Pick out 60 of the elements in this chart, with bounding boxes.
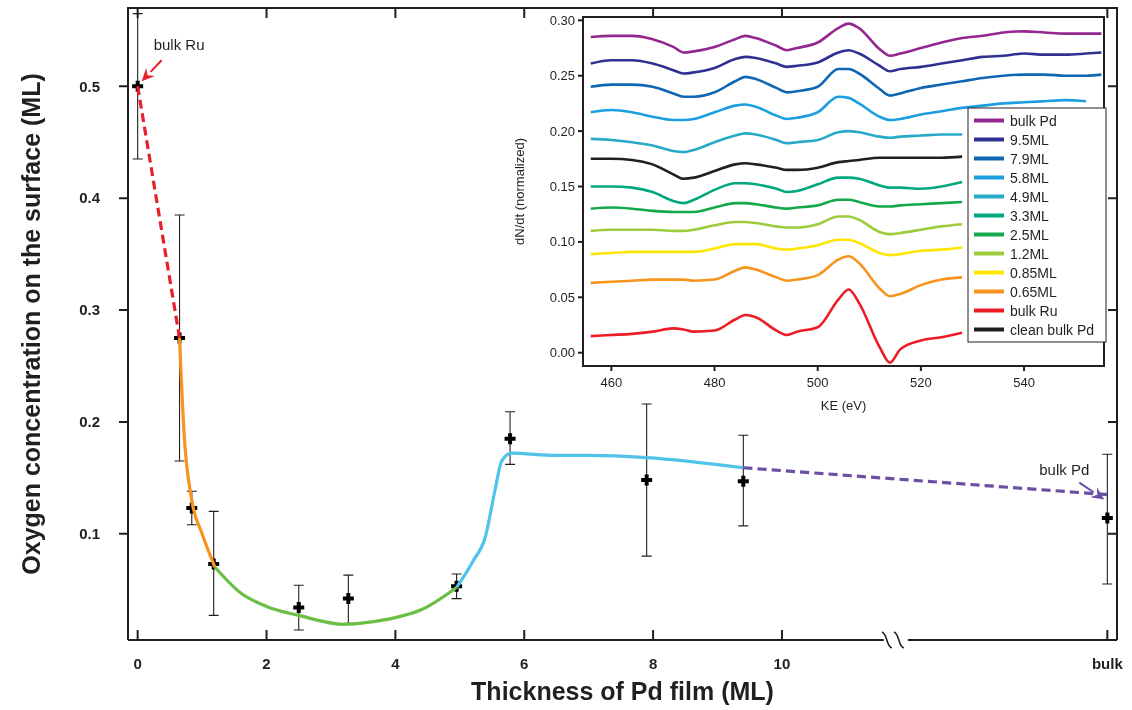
x-tick-label: bulk [1091, 655, 1124, 672]
x-tick-label: 8 [648, 655, 658, 672]
x-axis-title: Thickness of Pd film (ML) [471, 677, 774, 705]
x-tick-label: 460 [600, 375, 623, 390]
line-series [589, 288, 964, 364]
legend-label: bulk Ru [1010, 302, 1058, 319]
line-series [589, 67, 1103, 99]
x-axis-title: KE (eV) [820, 398, 867, 413]
annotation: bulk Pd [1039, 460, 1090, 478]
y-axis-title: Oxygen concentration on the surface (ML) [17, 73, 45, 575]
legend-label: 0.85ML [1010, 264, 1057, 281]
y-tick-label: 0.4 [79, 189, 101, 207]
y-tick-label: 0.15 [549, 179, 575, 195]
y-tick-label: 0.1 [79, 524, 100, 542]
y-tick-label: 0.2 [79, 413, 100, 431]
y-tick-label: 0.05 [549, 289, 575, 305]
legend-label: 7.9ML [1010, 150, 1050, 167]
x-tick-label: 10 [773, 655, 791, 672]
x-tick-label: 2 [262, 655, 271, 672]
line-series [589, 176, 964, 205]
legend-label: bulk Pd [1010, 112, 1057, 129]
legend-label: 4.9ML [1010, 188, 1050, 205]
line-series [589, 198, 964, 214]
line-series [589, 155, 964, 181]
legend-label: clean bulk Pd [1010, 321, 1095, 338]
line-series [589, 255, 964, 298]
line-series [213, 565, 459, 626]
x-tick-label: 540 [1013, 375, 1035, 390]
y-tick-label: 0.3 [79, 301, 100, 319]
x-tick-label: 4 [391, 655, 401, 672]
line-series [454, 451, 745, 590]
legend-label: 9.5ML [1010, 131, 1050, 148]
y-axis-title: dN/dt (normalized) [512, 138, 527, 245]
x-tick-label: 520 [910, 375, 932, 390]
point [735, 473, 751, 489]
line-series [589, 22, 1103, 58]
x-tick-label: 500 [806, 375, 829, 390]
y-tick-label: 0.10 [549, 234, 575, 250]
y-tick-label: 0.5 [79, 77, 100, 95]
line-series [177, 336, 217, 569]
point [502, 431, 518, 447]
legend-label: 5.8ML [1010, 169, 1050, 186]
point [1099, 510, 1115, 526]
line-series [589, 238, 964, 257]
annotation: bulk Ru [153, 36, 205, 54]
line-series [589, 215, 964, 236]
x-tick-label: 0 [133, 655, 142, 672]
legend-label: 1.2ML [1010, 245, 1050, 262]
y-tick-label: 0.25 [549, 68, 575, 84]
y-tick-label: 0.30 [549, 12, 575, 28]
y-tick-label: 0.00 [549, 345, 575, 361]
legend-label: 0.65ML [1010, 283, 1057, 300]
x-tick-label: 6 [520, 655, 529, 672]
legend-label: 2.5ML [1010, 226, 1050, 243]
line-series [589, 129, 964, 154]
point [639, 472, 655, 488]
y-tick-label: 0.20 [549, 123, 575, 139]
x-tick-label: 480 [703, 375, 726, 390]
legend-label: 3.3ML [1010, 207, 1050, 224]
line-series [589, 48, 1103, 75]
